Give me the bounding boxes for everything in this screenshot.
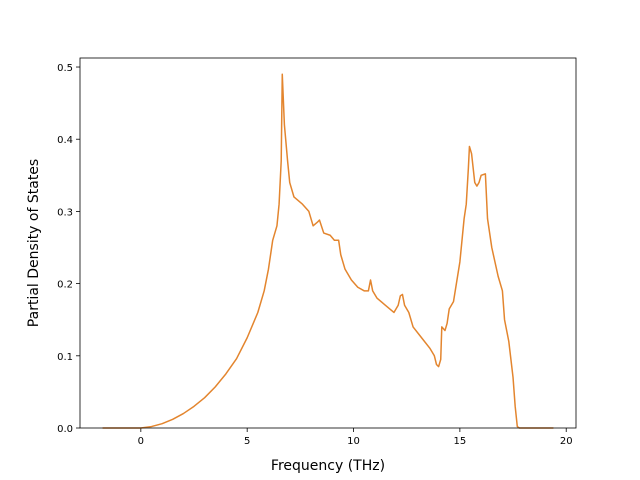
x-axis-label: Frequency (THz) bbox=[271, 458, 385, 474]
y-axis-label: Partial Density of States bbox=[26, 159, 42, 327]
plot-frame bbox=[79, 57, 577, 429]
y-tick-label: 0.3 bbox=[57, 207, 73, 218]
y-tick-label: 0.5 bbox=[57, 63, 73, 74]
y-tick-label: 0.4 bbox=[57, 135, 73, 146]
x-tick-label: 5 bbox=[244, 436, 250, 447]
y-tick-label: 0.0 bbox=[57, 424, 73, 435]
data-line bbox=[102, 73, 554, 429]
y-tick-label: 0.2 bbox=[57, 280, 73, 291]
x-tick-label: 10 bbox=[347, 436, 360, 447]
x-tick-label: 0 bbox=[138, 436, 144, 447]
x-tick-label: 20 bbox=[560, 436, 573, 447]
y-tick-label: 0.1 bbox=[57, 352, 73, 363]
x-tick-label: 15 bbox=[454, 436, 467, 447]
